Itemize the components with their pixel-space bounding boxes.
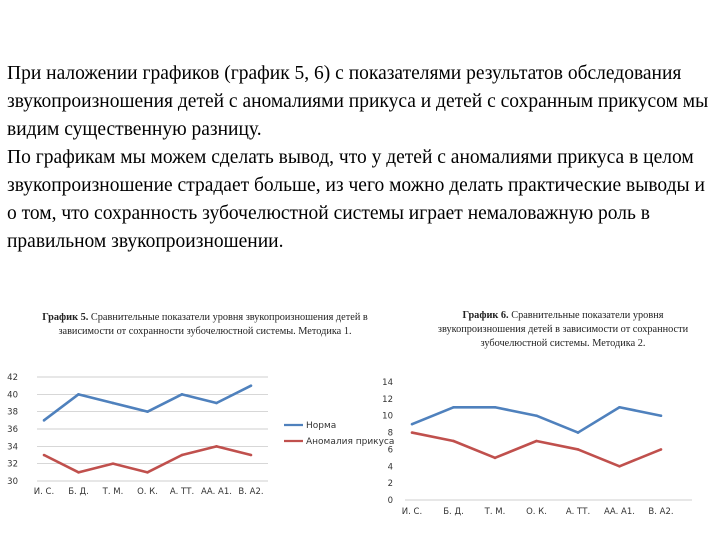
y-tick-label: 4 [388,462,393,472]
x-tick-label: О. К. [526,507,547,517]
data-point [42,419,46,422]
data-point [111,401,115,405]
chart-5-caption-text: Сравнительные показатели уровня звукопро… [58,312,368,337]
data-point [215,445,218,448]
x-tick-label: АА. А1. [201,487,232,497]
data-point [410,431,414,434]
series-line-anomaly [411,431,662,468]
chart-5-legend: Норма Аномалия прикуса [284,421,394,447]
series-line-norma [411,405,662,434]
data-point [146,471,149,474]
x-tick-label: Б. Д. [443,507,464,517]
data-point [180,453,184,457]
x-tick-label: АА. А1. [604,507,635,517]
y-tick-label: 14 [382,378,393,388]
data-point [111,462,115,465]
data-point [410,422,414,426]
legend-label: Норма [306,421,336,431]
data-point [576,431,580,434]
series-line-norma [43,384,252,422]
data-point [249,453,253,457]
x-tick-label: А. ТТ. [566,507,590,517]
y-tick-label: 0 [388,496,393,506]
data-point [493,456,497,460]
y-tick-label: 36 [7,425,18,435]
y-tick-label: 8 [388,429,393,439]
chart-5-caption-bold: График 5. [42,312,89,323]
intro-paragraph-2: По графикам мы можем сделать вывод, что … [7,147,705,252]
data-point [77,393,80,396]
y-tick-label: 12 [382,395,393,405]
y-tick-label: 6 [388,445,393,455]
intro-text: При наложении графиков (график 5, 6) с п… [7,60,719,256]
y-tick-label: 34 [7,442,18,452]
y-tick-label: 40 [7,390,18,400]
data-point [618,405,621,409]
x-tick-label: В. А2. [238,487,263,497]
chart-6-caption-text: Сравнительные показатели уровня звукопро… [437,310,689,349]
data-point [180,393,184,396]
x-tick-label: Б. Д. [68,487,89,497]
data-point [576,448,580,451]
y-tick-label: 32 [7,460,18,470]
data-point [215,401,218,405]
data-point [146,410,149,413]
data-point [77,471,80,474]
legend-label: Аномалия прикуса [306,437,394,447]
x-tick-label: В. А2. [648,507,673,517]
chart-5-caption: График 5. Сравнительные показатели уровн… [40,311,370,339]
data-point [618,464,621,468]
y-tick-label: 42 [7,373,18,383]
series-line-anomaly [43,445,252,474]
y-tick-label: 38 [7,408,18,418]
data-point [42,453,46,457]
x-tick-label: И. С. [402,507,422,517]
y-tick-label: 2 [388,479,393,489]
y-tick-label: 30 [7,477,18,487]
chart-6: 0 2 4 6 8 10 12 14 И. С. Б. Д. Т. М. О. К. А. ТТ. АА.… [382,378,692,517]
x-tick-label: И. С. [34,487,54,497]
data-point [249,384,253,387]
chart-6-caption: График 6. Сравнительные показатели уровн… [432,309,694,351]
data-point [493,405,497,409]
x-tick-label: Т. М. [102,487,124,497]
data-point [452,439,455,443]
x-tick-label: А. ТТ. [170,487,194,497]
intro-paragraph-1: При наложении графиков (график 5, 6) с п… [7,63,709,140]
data-point [535,439,538,443]
chart-6-caption-bold: График 6. [462,310,509,321]
data-point [659,414,663,418]
data-point [535,414,538,418]
data-point [659,448,663,451]
y-tick-label: 10 [382,412,393,422]
x-tick-label: О. К. [137,487,158,497]
x-tick-label: Т. М. [484,507,506,517]
data-point [452,405,455,409]
